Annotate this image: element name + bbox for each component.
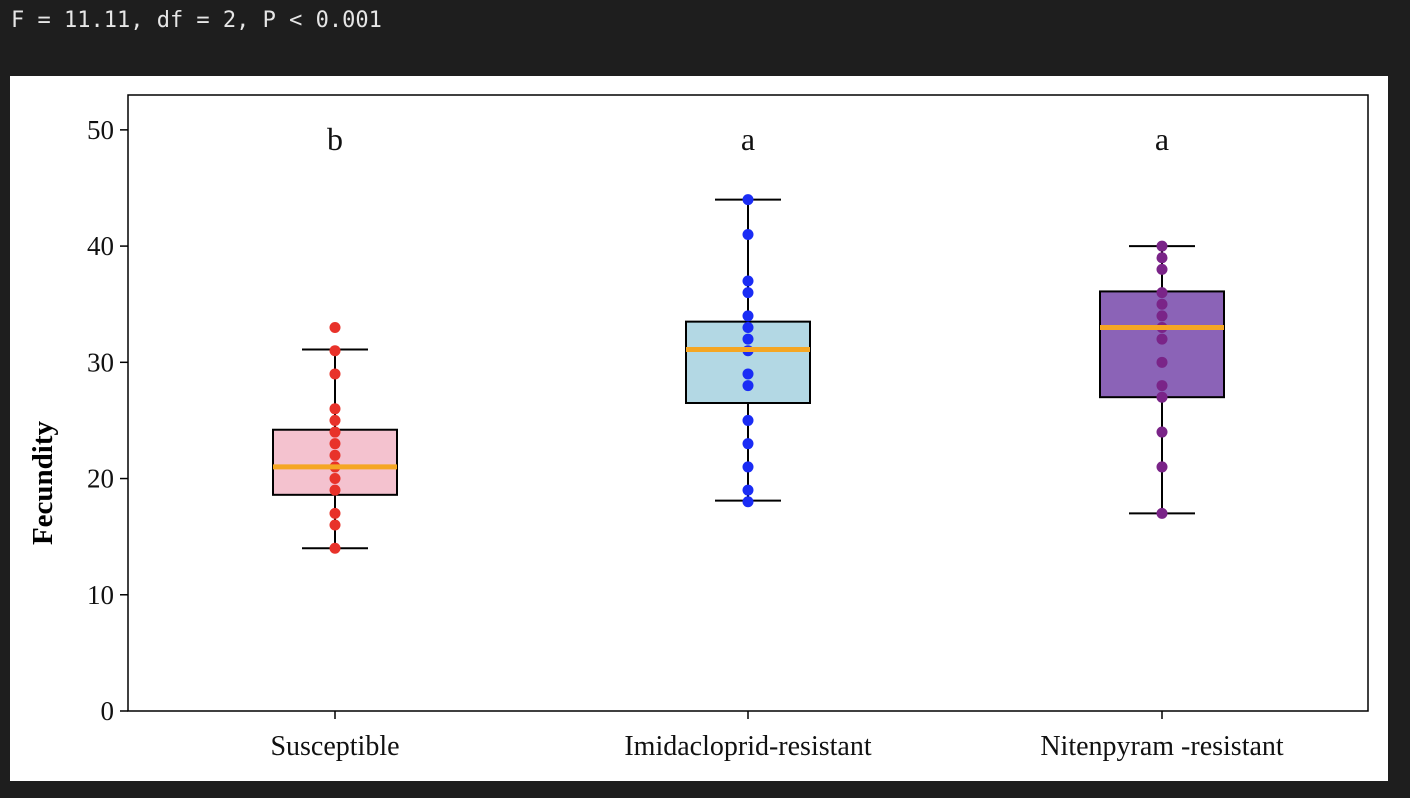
data-point	[1156, 298, 1168, 310]
box-group: a	[685, 121, 811, 508]
data-point	[329, 368, 341, 380]
box-group: b	[272, 121, 398, 554]
x-tick-label: Nitenpyram -resistant	[1040, 731, 1284, 762]
box-group: a	[1099, 121, 1225, 519]
data-point	[742, 414, 754, 426]
x-axis: Susceptible Imidacloprid-resistant Nitenpy…	[270, 711, 1284, 762]
data-point	[742, 380, 754, 392]
data-point	[742, 484, 754, 496]
data-point	[1156, 333, 1168, 345]
data-point	[329, 519, 341, 531]
y-axis: 0 10 20 30 40 50	[87, 115, 128, 726]
data-point	[742, 275, 754, 287]
y-tick-label: 20	[87, 464, 114, 494]
data-point	[742, 310, 754, 322]
data-point	[1156, 380, 1168, 392]
data-point	[742, 194, 754, 206]
significance-letter: b	[327, 121, 343, 157]
data-point	[329, 414, 341, 426]
data-point	[742, 321, 754, 333]
data-point	[742, 333, 754, 345]
data-point	[1156, 263, 1168, 275]
data-point	[329, 484, 341, 496]
data-point	[329, 473, 341, 485]
data-point	[1156, 426, 1168, 438]
y-tick-label: 50	[87, 115, 114, 145]
data-point	[329, 507, 341, 519]
figure-panel: Fecundity 0 10 20 30 40 50 Susceptible Imidacl…	[10, 76, 1388, 781]
data-point	[742, 368, 754, 380]
data-point	[1156, 507, 1168, 519]
y-tick-label: 40	[87, 231, 114, 261]
data-point	[1156, 356, 1168, 368]
data-point	[742, 287, 754, 299]
significance-letter: a	[741, 121, 755, 157]
data-point	[329, 345, 341, 357]
data-point	[329, 438, 341, 450]
x-tick-label: Susceptible	[270, 731, 399, 762]
data-point	[329, 426, 341, 438]
data-point	[742, 496, 754, 508]
data-point	[329, 449, 341, 461]
data-point	[1156, 287, 1168, 299]
x-tick-label: Imidacloprid-resistant	[624, 731, 871, 762]
y-axis-label: Fecundity	[27, 420, 59, 545]
data-point	[329, 403, 341, 415]
stats-output-text: F = 11.11, df = 2, P < 0.001	[11, 8, 382, 33]
data-point	[1156, 252, 1168, 264]
data-point	[742, 438, 754, 450]
data-point	[1156, 240, 1168, 252]
y-tick-label: 0	[101, 696, 115, 726]
data-point	[1156, 391, 1168, 403]
significance-letter: a	[1155, 121, 1169, 157]
box-plot-chart: Fecundity 0 10 20 30 40 50 Susceptible Imidacl…	[27, 94, 1369, 762]
data-point	[1156, 310, 1168, 322]
data-point	[742, 461, 754, 473]
data-point	[742, 228, 754, 240]
y-tick-label: 10	[87, 580, 114, 610]
y-tick-label: 30	[87, 347, 114, 377]
data-point	[329, 542, 341, 554]
data-point	[329, 321, 341, 333]
data-point	[1156, 461, 1168, 473]
